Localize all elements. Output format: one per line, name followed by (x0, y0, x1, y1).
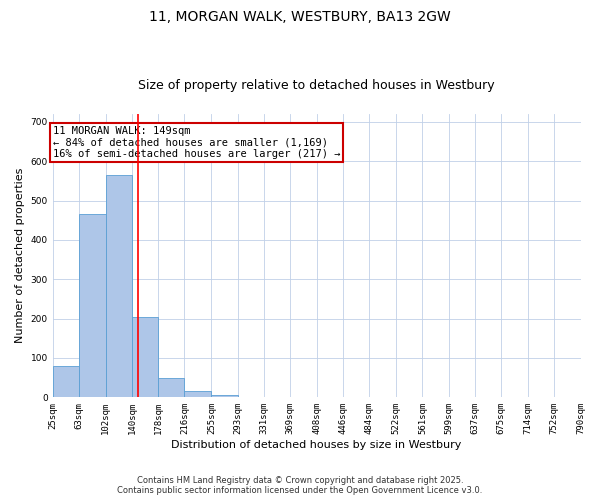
Text: 11 MORGAN WALK: 149sqm
← 84% of detached houses are smaller (1,169)
16% of semi-: 11 MORGAN WALK: 149sqm ← 84% of detached… (53, 126, 340, 159)
Bar (132, 316, 158, 398)
Y-axis label: Number of detached properties: Number of detached properties (15, 168, 25, 344)
Bar (106, 175, 132, 398)
Title: Size of property relative to detached houses in Westbury: Size of property relative to detached ho… (138, 79, 495, 92)
X-axis label: Distribution of detached houses by size in Westbury: Distribution of detached houses by size … (172, 440, 462, 450)
Bar (79, 214, 106, 398)
Bar (238, 396, 264, 398)
Bar (158, 378, 184, 398)
Text: 11, MORGAN WALK, WESTBURY, BA13 2GW: 11, MORGAN WALK, WESTBURY, BA13 2GW (149, 10, 451, 24)
Bar (211, 396, 238, 398)
Bar (53, 366, 79, 398)
Text: Contains HM Land Registry data © Crown copyright and database right 2025.
Contai: Contains HM Land Registry data © Crown c… (118, 476, 482, 495)
Bar (184, 392, 211, 398)
